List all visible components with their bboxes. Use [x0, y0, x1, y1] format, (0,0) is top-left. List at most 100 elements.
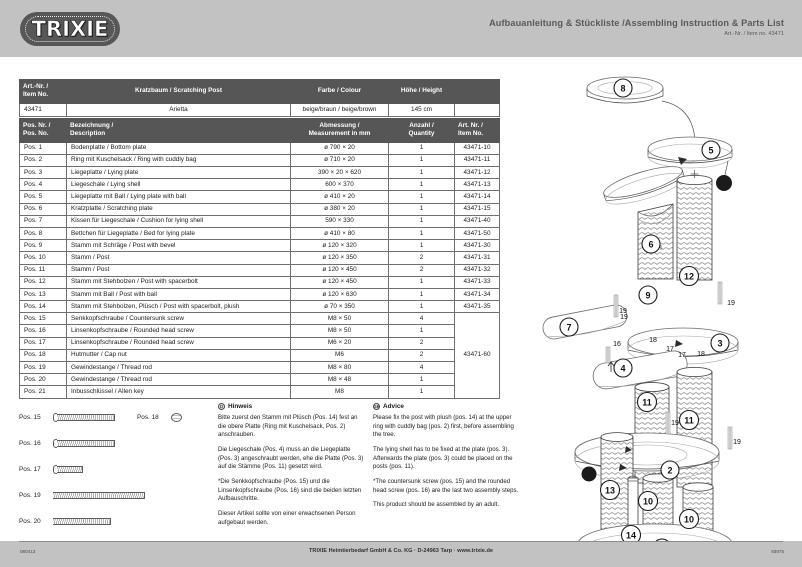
cell-quantity: 2 — [388, 263, 455, 277]
cell-description: Bodenplatte / Bottom plate — [66, 141, 291, 155]
callout-13: 13 — [599, 479, 621, 501]
cell-description: Gewindestange / Thread rod — [66, 361, 291, 375]
col-header-pos-no: Pos. Nr. / Pos. No. — [19, 118, 67, 143]
cell-measurement: M6 × 20 — [290, 336, 389, 350]
cell-pos-no: Pos. 16 — [19, 324, 67, 338]
advice-paragraph: Please fix the post with plush (pos. 14)… — [373, 414, 514, 439]
cell-quantity: 4 — [388, 361, 455, 375]
cell-pos-no: Pos. 5 — [19, 190, 67, 204]
table-row: Pos. 10 Stamm / Post ø 120 × 350 2 43471-31 — [19, 251, 500, 265]
cell-quantity: 1 — [388, 141, 455, 155]
cell-measurement: ø 710 × 20 — [290, 153, 389, 168]
advice-block-german: D Hinweis Bitte zuerst den Stamm mit Plü… — [218, 402, 364, 533]
cell-pos-no: Pos. 4 — [19, 178, 67, 192]
diagram-ball — [716, 175, 732, 191]
cell-art-no: 43471-10 — [454, 141, 500, 155]
callout-12: 12 — [678, 265, 700, 287]
svg-text:17: 17 — [666, 346, 674, 353]
svg-text:18: 18 — [649, 337, 657, 344]
table-header-row: Pos. Nr. / Pos. No. Bezeichnung / Descri… — [19, 118, 500, 143]
footer-divider — [19, 541, 783, 542]
cell-pos-no: Pos. 12 — [19, 275, 67, 289]
cell-art-no: 43471-14 — [454, 190, 500, 204]
table-row: Pos. 11 Stamm / Post ø 120 × 450 2 43471-32 — [19, 263, 500, 277]
diagram-part-6 — [603, 166, 685, 205]
cell-pos-no: Pos. 9 — [19, 239, 67, 253]
cell-measurement: M8 × 48 — [290, 373, 389, 387]
cell-art-no: 43471-32 — [454, 263, 500, 277]
callout-7: 7 — [559, 317, 579, 337]
hardware-figure-label: Pos. 20 — [19, 518, 41, 525]
table-header-row: Art.-Nr. / Item No. Kratzbaum / Scratchi… — [19, 79, 500, 104]
diagram-ball-2 — [581, 466, 597, 482]
col-header-colour: Farbe / Colour — [290, 79, 389, 104]
cell-quantity: 4 — [388, 312, 455, 326]
hardware-figure-row: Pos. 17 — [19, 465, 83, 474]
svg-text:14: 14 — [626, 531, 636, 541]
table-row: Pos. 19 Gewindestange / Thread rod M8 × 80… — [19, 361, 500, 375]
cell-quantity: 1 — [388, 153, 455, 168]
col-header-art-no: Art. Nr. / Item No. — [454, 118, 500, 143]
cell-quantity: 1 — [388, 324, 455, 338]
cell-measurement: M6 — [290, 348, 389, 363]
cell-pos-no: Pos. 2 — [19, 153, 67, 168]
callout-9: 9 — [638, 285, 658, 305]
callout-11-left: 11 — [636, 391, 658, 413]
cell-measurement: ø 120 × 320 — [290, 239, 389, 253]
advice-paragraph: Dieser Artikel sollte von einer erwachse… — [218, 509, 356, 526]
hardware-figure-label: Pos. 19 — [19, 492, 41, 499]
svg-text:3: 3 — [717, 339, 722, 349]
cell-quantity: 2 — [388, 348, 455, 363]
diagram-callouts: 8 5 6 7 3 4 9 12 11 11 2 13 10 10 14 1 — [559, 78, 730, 541]
cell-quantity: 1 — [388, 239, 455, 253]
screw-icon — [53, 465, 83, 474]
callout-10-middle: 10 — [637, 490, 659, 512]
cell-measurement: 600 × 370 — [290, 178, 389, 192]
screw-icon — [53, 491, 145, 500]
screw-head — [53, 439, 57, 448]
cell-art-no: 43471-30 — [454, 239, 500, 253]
cell-art-no: 43471-12 — [454, 166, 500, 180]
cell-description: Senkkopfschraube / Countersunk screw — [66, 312, 291, 326]
cell-art-no-spanned: 43471-60 — [454, 312, 500, 399]
svg-text:2: 2 — [667, 466, 672, 476]
cell-measurement: ø 120 × 450 — [290, 263, 389, 277]
col-header-quantity: Anzahl / Quantity — [388, 118, 455, 143]
cell-measurement: 390 × 20 × 620 — [290, 166, 389, 180]
svg-text:10: 10 — [643, 497, 653, 507]
cell-height: 145 cm — [388, 102, 455, 117]
cell-quantity: 1 — [388, 385, 455, 399]
svg-text:6: 6 — [648, 240, 653, 250]
callout-10-right: 10 — [678, 508, 700, 530]
col-header-item-no: Art.-Nr. / Item No. — [19, 79, 67, 104]
cell-pos-no: Pos. 13 — [19, 287, 67, 302]
footer-left-code: 080413 — [20, 549, 36, 554]
cell-art-no: 43471-13 — [454, 178, 500, 192]
cell-description: Stamm / Post — [66, 263, 291, 277]
hardware-figure-row: Pos. 20 — [19, 517, 111, 526]
hardware-figure-label: Pos. 18 — [137, 414, 159, 421]
svg-text:19: 19 — [620, 314, 628, 321]
cell-quantity: 2 — [388, 336, 455, 350]
cell-measurement: ø 120 × 630 — [290, 287, 389, 302]
table-row: Pos. 21 Inbusschlüssel / Allen key M8 1 — [19, 385, 500, 399]
cell-measurement: M8 — [290, 385, 389, 399]
advice-heading-english: GB Advice — [373, 402, 519, 411]
cell-art-no: 43471-15 — [454, 202, 500, 216]
document-sheet: Art.-Nr. / Item No. Kratzbaum / Scratchi… — [0, 57, 802, 541]
col-header-measurement: Abmessung / Measurement in mm — [290, 118, 389, 143]
col-header-description: Bezeichnung / Description — [66, 118, 291, 143]
cell-measurement: ø 120 × 350 — [290, 251, 389, 265]
hardware-figure-group: Pos. 15 Pos. 16 Pos. 17 Pos. 18 Pos. 19 Pos. … — [19, 413, 214, 543]
table-row: Pos. 5 Liegeplatte mit Ball / Lying plate… — [19, 190, 500, 204]
cell-description: Stamm mit Schräge / Post with bevel — [66, 239, 291, 253]
cell-art-no: 43471-33 — [454, 275, 500, 289]
svg-text:16: 16 — [613, 341, 621, 348]
callout-5: 5 — [701, 140, 721, 160]
cell-pos-no: Pos. 17 — [19, 336, 67, 350]
svg-text:9: 9 — [645, 291, 650, 301]
cell-pos-no: Pos. 18 — [19, 348, 67, 363]
cell-pos-no: Pos. 21 — [19, 385, 67, 399]
assembly-diagram: 20 19 19 19 19 19 16 17 17 18 18 15* 15 … — [525, 57, 802, 541]
screw-thread — [53, 518, 111, 525]
